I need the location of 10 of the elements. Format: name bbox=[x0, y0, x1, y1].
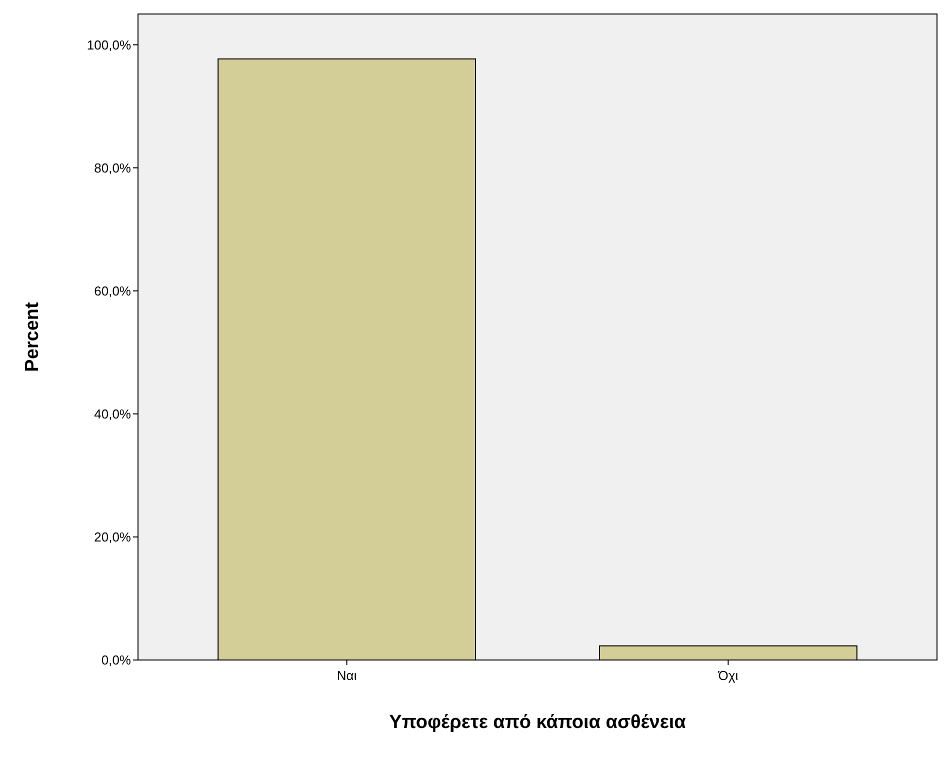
y-tick-label: 60,0% bbox=[94, 283, 132, 298]
y-tick-label: 0,0% bbox=[101, 652, 132, 668]
y-tick-label: 100,0% bbox=[86, 37, 132, 52]
y-tick-label: 40,0% bbox=[94, 406, 132, 422]
x-tick-label: Όχι bbox=[717, 668, 738, 683]
x-tick-label: Ναι bbox=[336, 668, 357, 683]
y-tick-label: 20,0% bbox=[94, 530, 132, 544]
y-axis-title: Percent bbox=[22, 301, 43, 372]
y-tick-label: 80,0% bbox=[94, 160, 132, 176]
x-axis-title: Υποφέρετε από κάποια ασθένεια bbox=[389, 712, 686, 733]
